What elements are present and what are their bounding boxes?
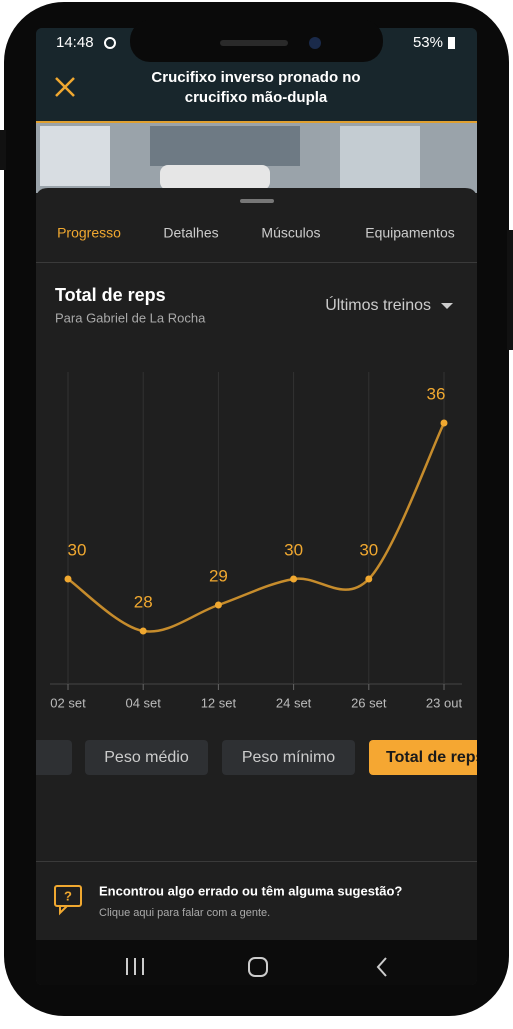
image-part xyxy=(340,126,420,188)
x-tick-label: 02 set xyxy=(50,695,86,710)
chart-title: Total de reps xyxy=(55,285,166,305)
point xyxy=(139,627,147,635)
header-title: Crucifixo inverso pronado no xyxy=(151,69,360,86)
data-label: 28 xyxy=(134,592,153,611)
feedback-icon xyxy=(54,885,82,907)
dropdown-arrow[interactable] xyxy=(441,303,453,309)
side-button xyxy=(507,230,513,350)
feedback-title[interactable]: Encontrou algo errado ou têm alguma suge… xyxy=(99,883,402,898)
chip-label[interactable]: Peso mínimo xyxy=(242,749,335,766)
nav-back[interactable] xyxy=(376,957,387,977)
tab[interactable]: Equipamentos xyxy=(365,225,455,241)
header-border xyxy=(36,121,477,123)
divider xyxy=(36,262,477,263)
point xyxy=(290,575,298,583)
point xyxy=(365,575,373,583)
dropdown[interactable]: Últimos treinos xyxy=(325,295,431,314)
data-label: 29 xyxy=(209,566,228,585)
data-label: 30 xyxy=(284,540,303,559)
chip[interactable] xyxy=(85,740,208,775)
chip-row: Peso médio Peso mínimo Total de reps xyxy=(36,740,499,775)
chip-label[interactable]: Peso médio xyxy=(104,749,189,766)
data-label: 30 xyxy=(359,540,378,559)
nav-home[interactable] xyxy=(248,957,268,977)
image-part xyxy=(160,165,270,190)
image-part xyxy=(150,126,300,166)
tab[interactable]: Detalhes xyxy=(163,225,218,241)
tab[interactable]: Músculos xyxy=(261,225,320,241)
feedback-icon: ? xyxy=(64,888,72,903)
feedback-icon xyxy=(59,905,68,916)
status-icon xyxy=(104,37,116,49)
x-tick-label: 04 set xyxy=(125,695,161,710)
header-title: crucifixo mão-dupla xyxy=(185,89,328,106)
x-tick-label: 12 set xyxy=(201,695,237,710)
feedback-subtitle[interactable]: Clique aqui para falar com a gente. xyxy=(99,907,270,919)
x-tick-label: 23 out xyxy=(426,695,463,710)
status-battery: 53% xyxy=(413,34,443,51)
chip-label[interactable]: Total de reps xyxy=(386,749,484,766)
image-part xyxy=(40,126,110,186)
divider xyxy=(36,861,477,862)
nav-recents[interactable] xyxy=(126,958,144,975)
point xyxy=(64,575,72,583)
tab[interactable]: Progresso xyxy=(57,225,121,241)
point xyxy=(440,419,448,427)
status-time: 14:48 xyxy=(56,34,94,51)
speaker xyxy=(220,40,288,46)
chart-subtitle: Para Gabriel de La Rocha xyxy=(55,310,206,325)
close-button[interactable] xyxy=(55,77,75,97)
sheet xyxy=(36,188,477,985)
x-tick-label: 24 set xyxy=(276,695,312,710)
data-label: 30 xyxy=(68,540,87,559)
battery-icon xyxy=(448,37,455,49)
data-label: 36 xyxy=(427,384,446,403)
nav-bar xyxy=(36,940,477,985)
camera xyxy=(309,37,321,49)
x-tick-label: 26 set xyxy=(351,695,387,710)
point xyxy=(214,601,222,609)
side-button xyxy=(0,130,6,170)
sheet-handle xyxy=(240,199,274,203)
chip[interactable] xyxy=(369,740,499,775)
chip[interactable] xyxy=(222,740,355,775)
chip xyxy=(36,740,72,775)
